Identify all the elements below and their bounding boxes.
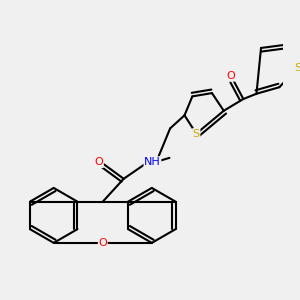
Text: S: S <box>193 129 200 139</box>
Text: S: S <box>294 63 300 73</box>
Text: O: O <box>226 71 235 81</box>
Text: O: O <box>98 238 107 248</box>
Text: O: O <box>94 158 103 167</box>
Text: NH: NH <box>144 157 161 167</box>
